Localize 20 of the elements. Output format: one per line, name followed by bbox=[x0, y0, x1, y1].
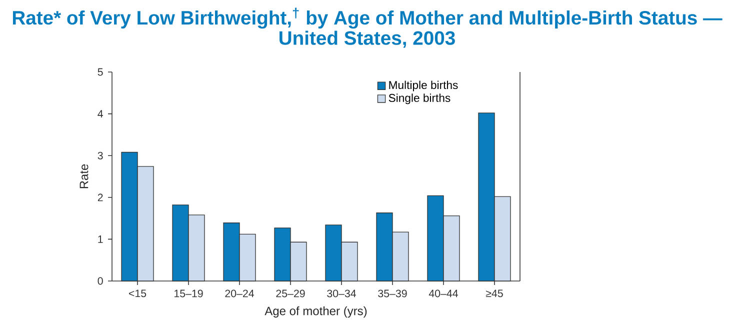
legend-label: Single births bbox=[388, 94, 450, 104]
chart-title: Rate* of Very Low Birthweight,$^{†}$ by Age of Mother and Multiple-Birth Status — bbox=[12, 8, 722, 29]
y-tick-label: 0 bbox=[98, 277, 103, 285]
x-tick-label: 40–44 bbox=[428, 290, 458, 298]
y-axis-title: Rate bbox=[80, 164, 88, 188]
x-tick-label: 15–19 bbox=[174, 290, 203, 298]
x-axis-title: Age of mother (yrs) bbox=[264, 306, 367, 318]
y-tick-label: 2 bbox=[98, 194, 103, 202]
chart-subtitle: United States, 2003 bbox=[280, 30, 455, 48]
y-tick-label: 1 bbox=[98, 236, 103, 243]
x-tick-label: 20–24 bbox=[225, 290, 254, 298]
x-tick-label: ≥45 bbox=[486, 290, 503, 298]
y-tick-label: 3 bbox=[98, 152, 103, 160]
y-tick-label: 5 bbox=[98, 68, 103, 76]
y-tick-label: 4 bbox=[98, 110, 103, 118]
x-tick-label: 30–34 bbox=[327, 290, 356, 298]
x-tick-label: <15 bbox=[128, 290, 146, 298]
x-tick-label: 35–39 bbox=[378, 290, 407, 298]
legend-label: Multiple births bbox=[389, 80, 458, 92]
x-tick-label: 25–29 bbox=[276, 290, 305, 298]
